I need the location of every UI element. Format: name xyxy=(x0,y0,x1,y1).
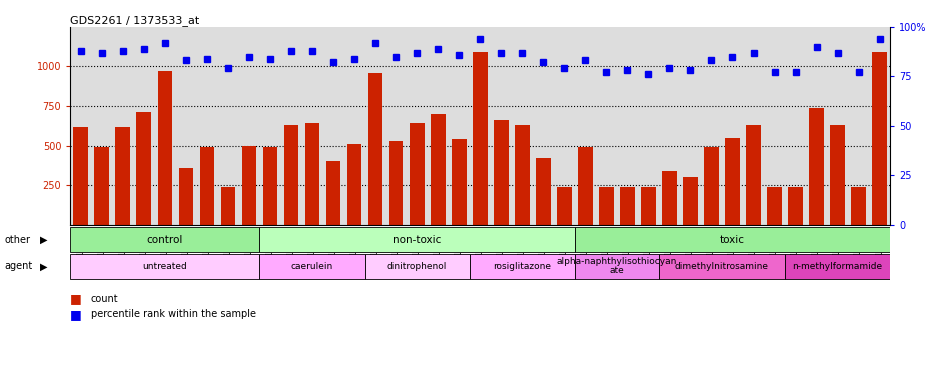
Bar xyxy=(137,112,151,225)
Text: agent: agent xyxy=(5,262,33,271)
Bar xyxy=(95,147,110,225)
Bar xyxy=(431,114,445,225)
Text: percentile rank within the sample: percentile rank within the sample xyxy=(91,309,256,319)
Bar xyxy=(70,254,259,279)
Bar xyxy=(809,108,823,225)
Bar xyxy=(73,127,88,225)
Bar xyxy=(115,127,130,225)
Bar xyxy=(620,187,634,225)
Text: ▶: ▶ xyxy=(40,235,48,245)
Bar xyxy=(787,187,802,225)
Bar xyxy=(364,254,469,279)
Text: caerulein: caerulein xyxy=(290,262,333,271)
Text: ■: ■ xyxy=(70,308,82,321)
Text: dimethylnitrosamine: dimethylnitrosamine xyxy=(674,262,768,271)
Text: ■: ■ xyxy=(70,292,82,305)
Bar xyxy=(70,227,259,252)
Text: alpha-naphthylisothiocyan
ate: alpha-naphthylisothiocyan ate xyxy=(556,258,677,275)
Bar xyxy=(784,254,889,279)
Bar xyxy=(199,147,214,225)
Bar xyxy=(658,254,784,279)
Bar xyxy=(682,177,697,225)
Bar xyxy=(326,161,340,225)
Text: n-methylformamide: n-methylformamide xyxy=(792,262,882,271)
Bar xyxy=(469,254,574,279)
Text: untreated: untreated xyxy=(142,262,187,271)
Bar xyxy=(304,123,319,225)
Bar xyxy=(556,187,571,225)
Bar xyxy=(262,147,277,225)
Bar xyxy=(574,254,658,279)
Bar xyxy=(259,227,574,252)
Bar xyxy=(259,254,364,279)
Text: other: other xyxy=(5,235,31,245)
Bar xyxy=(578,147,592,225)
Text: ▶: ▶ xyxy=(40,262,48,271)
Bar xyxy=(451,139,466,225)
Bar xyxy=(409,123,424,225)
Text: GDS2261 / 1373533_at: GDS2261 / 1373533_at xyxy=(70,15,199,26)
Bar xyxy=(388,141,403,225)
Bar xyxy=(598,187,613,225)
Bar xyxy=(829,125,844,225)
Bar xyxy=(662,171,676,225)
Text: non-toxic: non-toxic xyxy=(392,235,441,245)
Bar xyxy=(220,187,235,225)
Bar xyxy=(850,187,865,225)
Text: toxic: toxic xyxy=(719,235,744,245)
Text: rosiglitazone: rosiglitazone xyxy=(492,262,550,271)
Bar xyxy=(473,52,487,225)
Bar xyxy=(367,73,382,225)
Bar xyxy=(241,146,256,225)
Text: control: control xyxy=(147,235,183,245)
Text: count: count xyxy=(91,294,118,304)
Bar xyxy=(535,158,550,225)
Bar xyxy=(515,125,529,225)
Bar xyxy=(574,227,889,252)
Bar xyxy=(346,144,361,225)
Bar xyxy=(157,71,172,225)
Bar xyxy=(493,120,508,225)
Bar xyxy=(871,52,886,225)
Bar xyxy=(745,125,760,225)
Bar xyxy=(179,168,193,225)
Bar xyxy=(640,187,655,225)
Bar xyxy=(703,147,718,225)
Bar xyxy=(284,125,298,225)
Text: dinitrophenol: dinitrophenol xyxy=(387,262,446,271)
Bar xyxy=(724,137,739,225)
Bar xyxy=(767,187,781,225)
